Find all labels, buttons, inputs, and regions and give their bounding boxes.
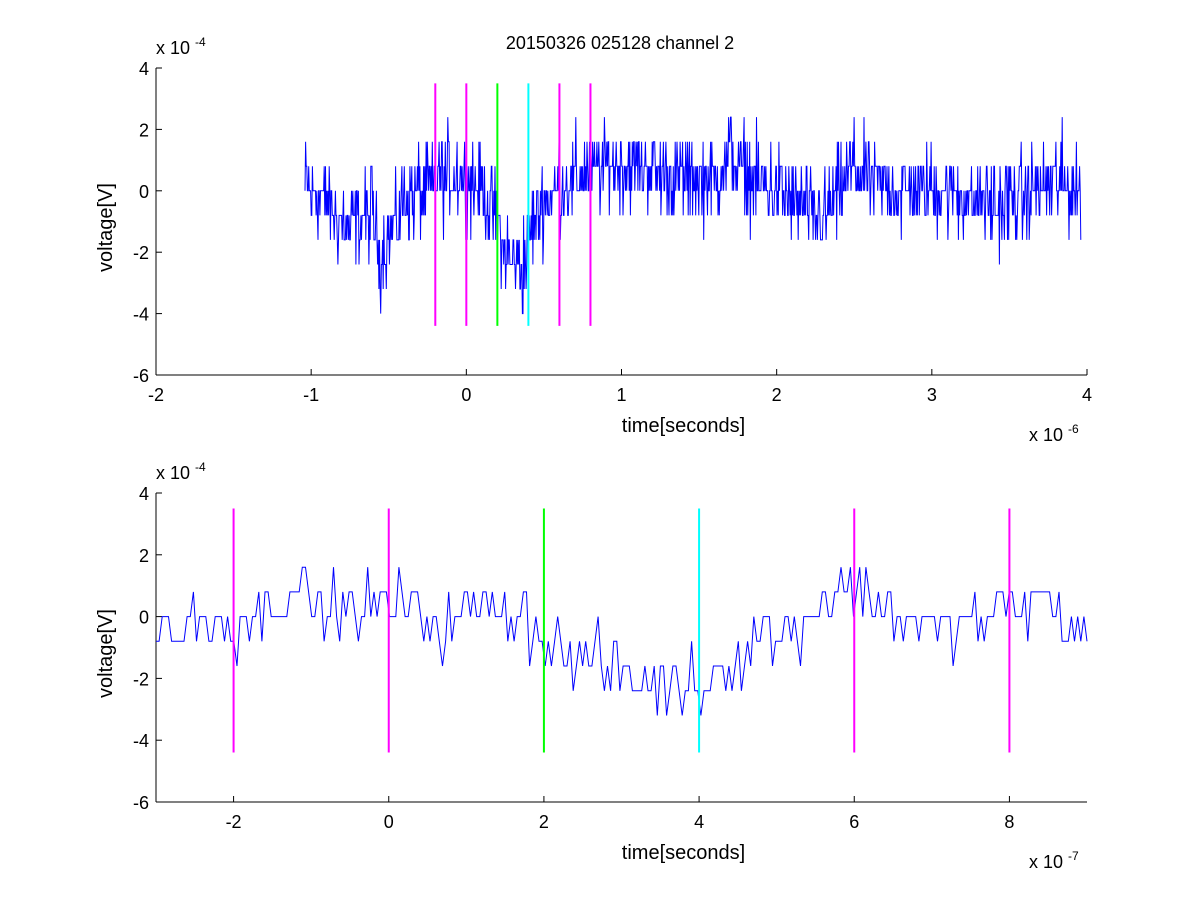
y-axis-label: voltage[V] <box>95 183 117 272</box>
y-tick-label: 4 <box>139 484 149 504</box>
x-tick-label: -1 <box>303 385 319 405</box>
x-axis-label: time[seconds] <box>622 415 745 437</box>
y-exponent-label: x 10 -4 <box>156 35 206 58</box>
x-tick-label: 3 <box>927 385 937 405</box>
x-exponent-power: -7 <box>1068 849 1079 863</box>
x-tick-label: -2 <box>148 385 164 405</box>
x-tick-label: 2 <box>772 385 782 405</box>
y-tick-label: 4 <box>139 59 149 79</box>
signal-series-line <box>304 116 1082 315</box>
signal-series-line <box>156 566 1088 716</box>
y-exponent-label: x 10 -4 <box>156 460 206 483</box>
top-panel: -2 -1 0 1 2 3 4 -6 -4 -2 0 2 4 time[seconds] voltage[V… <box>95 35 1092 445</box>
x-tick-label: 8 <box>1004 812 1014 832</box>
y-exponent-power: -4 <box>195 460 206 474</box>
y-tick-label: -2 <box>133 243 149 263</box>
y-tick-label: -6 <box>133 366 149 386</box>
y-tick-label: 0 <box>139 182 149 202</box>
x-exponent-label: x 10 -7 <box>1029 849 1079 872</box>
figure-title: 20150326 025128 channel 2 <box>506 33 734 53</box>
x-tick-label: 6 <box>849 812 859 832</box>
x-exponent-power: -6 <box>1068 422 1079 436</box>
y-tick-label: -4 <box>133 305 149 325</box>
y-tick-label: 2 <box>139 120 149 140</box>
x-tick-label: 1 <box>616 385 626 405</box>
x-tick-label: 4 <box>694 812 704 832</box>
y-tick-label: 0 <box>139 608 149 628</box>
y-axis-label: voltage[V] <box>95 609 117 698</box>
bottom-panel: -2 0 2 4 6 8 -6 -4 -2 0 2 4 time[seconds] voltage[V] x… <box>95 460 1088 872</box>
x-tick-label: 2 <box>539 812 549 832</box>
x-tick-label: 0 <box>461 385 471 405</box>
x-exponent-label: x 10 -6 <box>1029 422 1079 445</box>
y-tick-label: -6 <box>133 793 149 813</box>
y-tick-label: -2 <box>133 669 149 689</box>
y-tick-label: -4 <box>133 731 149 751</box>
y-exponent-power: -4 <box>195 35 206 49</box>
x-tick-label: 0 <box>384 812 394 832</box>
x-axis-label: time[seconds] <box>622 842 745 864</box>
x-tick-label: -2 <box>226 812 242 832</box>
y-tick-label: 2 <box>139 546 149 566</box>
x-tick-label: 4 <box>1082 385 1092 405</box>
